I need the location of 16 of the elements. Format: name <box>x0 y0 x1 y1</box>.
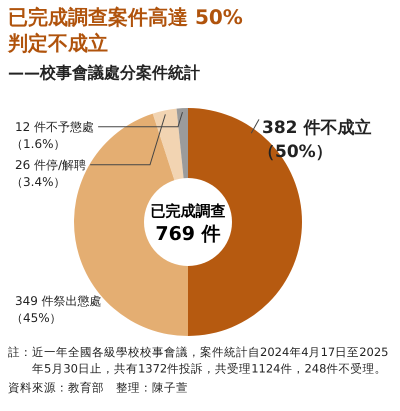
slice-label: 26 件停/解聘 <box>15 158 86 172</box>
slice-label: 382 件不成立 <box>262 118 372 138</box>
source-note: 資料來源：教育部 整理：陳子萱 <box>8 380 188 394</box>
text: 769 件 <box>155 223 221 245</box>
slice-label: 12 件不予懲處 <box>15 120 94 134</box>
chart-subtitle: ——校事會議處分案件統計 <box>8 63 200 82</box>
data-label: （1.6%） <box>11 136 66 151</box>
data-label: （3.4%） <box>11 174 66 189</box>
text: 已完成調查 <box>150 202 226 220</box>
data-label: （50%） <box>258 142 333 162</box>
slice-label: 349 件祭出懲處 <box>15 294 102 308</box>
donut-slice <box>152 108 184 182</box>
data-label: （45%） <box>11 310 62 325</box>
donut-slice <box>176 108 188 180</box>
text: 註：近一年全國各級學校校事會議，案件統計自2024年4月17日至2025年5月30日止，共有1372件投訴，共受理1124件，248件不受理。 <box>8 345 388 376</box>
chart-title: 已完成調查案件高達 50% 判定不成立 <box>7 5 243 55</box>
